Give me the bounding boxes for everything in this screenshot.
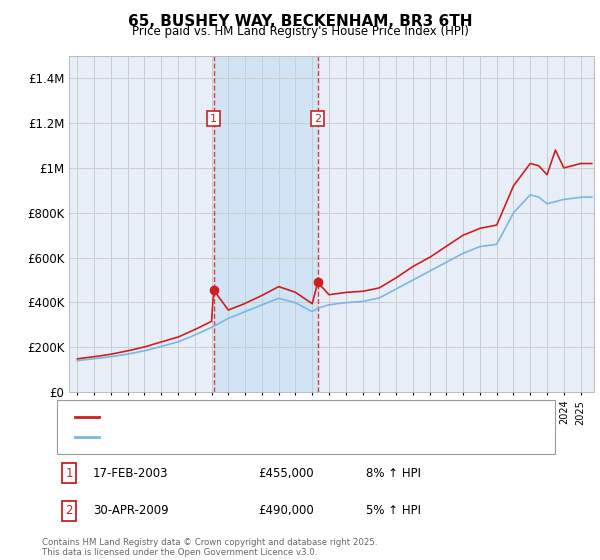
Text: Contains HM Land Registry data © Crown copyright and database right 2025.
This d: Contains HM Land Registry data © Crown c… <box>42 538 377 557</box>
Text: HPI: Average price, detached house, Bromley: HPI: Average price, detached house, Brom… <box>105 432 353 442</box>
Text: £455,000: £455,000 <box>258 466 314 480</box>
Text: 5% ↑ HPI: 5% ↑ HPI <box>366 504 421 517</box>
Bar <box>214 56 318 392</box>
Text: 65, BUSHEY WAY, BECKENHAM, BR3 6TH (detached house): 65, BUSHEY WAY, BECKENHAM, BR3 6TH (deta… <box>105 413 427 422</box>
Text: 2: 2 <box>314 114 322 124</box>
Text: 17-FEB-2003: 17-FEB-2003 <box>93 466 169 480</box>
Text: £490,000: £490,000 <box>258 504 314 517</box>
Text: 2: 2 <box>65 504 73 517</box>
Text: 1: 1 <box>65 466 73 480</box>
Text: 30-APR-2009: 30-APR-2009 <box>93 504 169 517</box>
Text: 8% ↑ HPI: 8% ↑ HPI <box>366 466 421 480</box>
Text: 65, BUSHEY WAY, BECKENHAM, BR3 6TH: 65, BUSHEY WAY, BECKENHAM, BR3 6TH <box>128 14 472 29</box>
Text: Price paid vs. HM Land Registry's House Price Index (HPI): Price paid vs. HM Land Registry's House … <box>131 25 469 38</box>
Text: 1: 1 <box>210 114 217 124</box>
